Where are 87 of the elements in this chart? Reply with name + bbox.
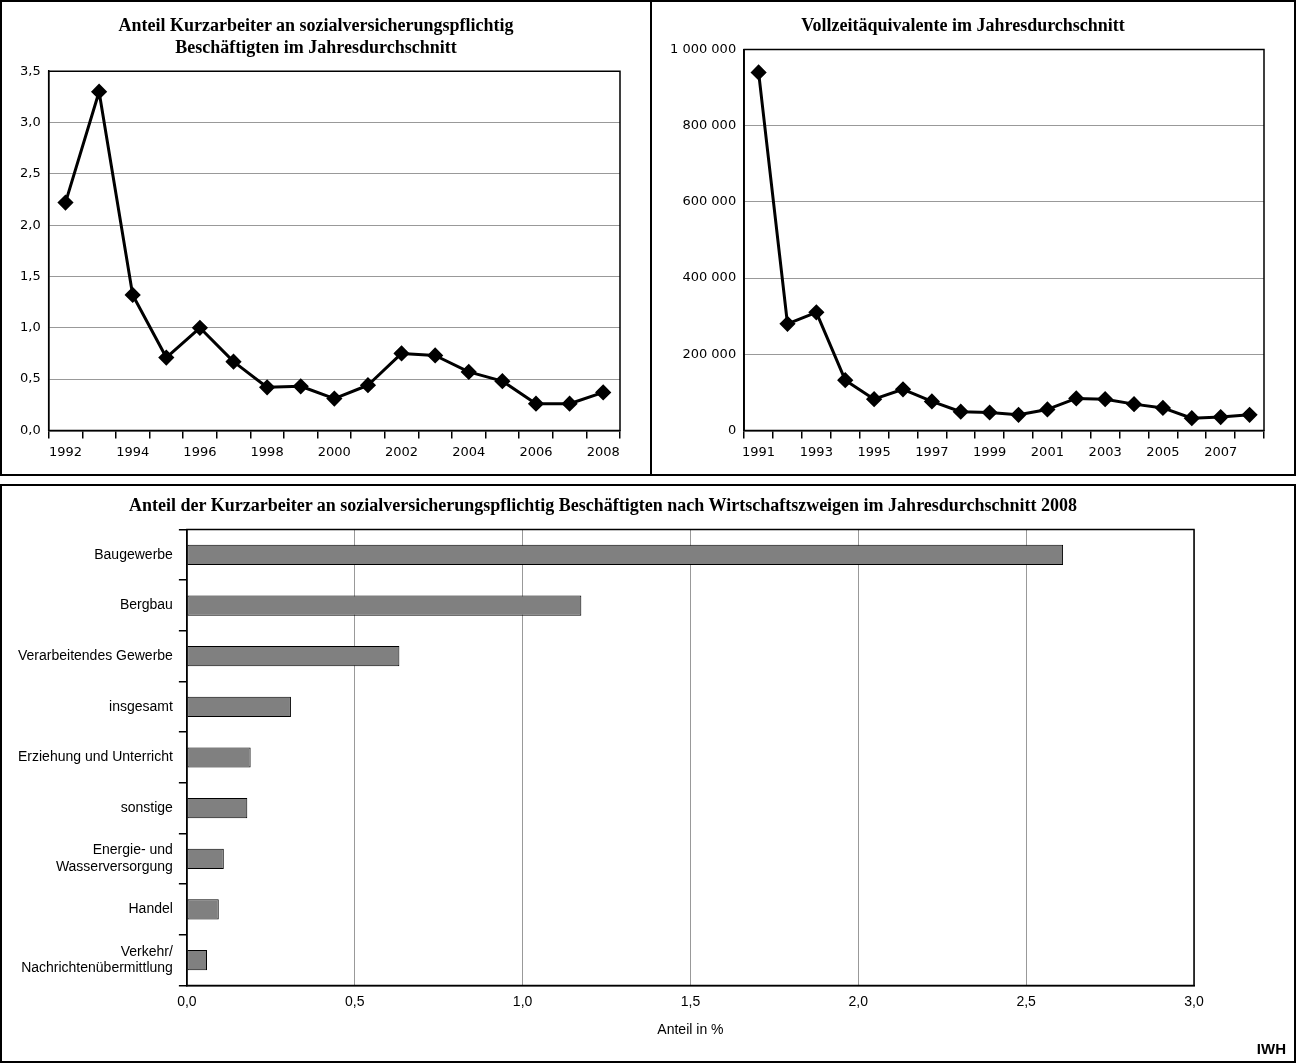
x-tick-label: 1992: [48, 443, 83, 459]
x-tick-label: 1993: [799, 443, 833, 459]
text: IWH: [1256, 1040, 1286, 1057]
point: [259, 379, 275, 395]
y-tick-label: 800 000: [682, 117, 737, 133]
y-tick-label: 2,5: [19, 165, 41, 181]
point: [461, 364, 477, 380]
point: [895, 381, 911, 397]
point: [808, 304, 824, 320]
point: [1039, 401, 1055, 417]
x-tick-label: 1998: [250, 443, 284, 459]
y-tick-label: 3,0: [19, 113, 41, 129]
point: [837, 372, 853, 388]
y-tick-label: 2,0: [19, 216, 41, 232]
point: [751, 64, 767, 80]
x-tick-label: 1999: [973, 443, 1007, 459]
y-tick-label: 1,5: [19, 267, 41, 283]
point: [1068, 390, 1084, 406]
chart-title: Vollzeitäquivalente im Jahresdurchschnitt: [801, 15, 1125, 36]
point: [427, 347, 443, 363]
point: [158, 350, 174, 366]
x-tick-label: 2005: [1146, 443, 1180, 459]
y-tick-label: Energie- und Wasserversorgung: [55, 841, 173, 875]
x-tick-label: 1995: [857, 443, 891, 459]
y-tick-label: 600 000: [682, 193, 737, 209]
point: [562, 396, 578, 412]
x-tick-label: 1991: [742, 443, 776, 459]
point: [528, 396, 544, 412]
x-tick-label: 2003: [1088, 443, 1122, 459]
point: [326, 391, 342, 407]
x-tick-label: 2002: [385, 443, 419, 459]
y-tick-label: 0: [727, 421, 737, 437]
y-tick-label: insgesamt: [109, 697, 173, 714]
x-tick-label: 2007: [1204, 443, 1238, 459]
y-tick-label: Verkehr/ Nachrichtenübermittlung: [21, 942, 173, 976]
x-tick-label: 2006: [519, 443, 553, 459]
y-tick-label: 1 000 000: [669, 40, 737, 56]
x-tick-label: 1997: [915, 443, 949, 459]
y-tick-label: Bergbau: [119, 596, 173, 613]
x-tick-label: 2,0: [848, 992, 869, 1009]
point: [1155, 400, 1171, 416]
y-tick-label: 200 000: [682, 345, 737, 361]
x-tick-label: 2,5: [1016, 992, 1037, 1009]
x-tick-label: 2004: [452, 443, 486, 459]
x-tick-label: 1,0: [512, 992, 533, 1009]
y-tick-label: Erziehung und Unterricht: [18, 748, 173, 765]
x-tick-label: 2008: [586, 443, 620, 459]
y-tick-label: 0,0: [19, 421, 41, 437]
y-tick-label: 0,5: [19, 370, 41, 386]
point: [394, 345, 410, 361]
point: [293, 378, 309, 394]
y-tick-label: Handel: [128, 900, 173, 917]
x-tick-label: 3,0: [1184, 992, 1204, 1009]
point: [1242, 407, 1258, 423]
point: [91, 84, 107, 100]
y-tick-label: 1,0: [19, 319, 41, 335]
point: [779, 316, 795, 332]
point: [953, 404, 969, 420]
y-tick-label: sonstige: [120, 799, 174, 815]
point: [1097, 391, 1113, 407]
x-tick-label: 2000: [317, 443, 351, 459]
point: [1213, 409, 1229, 425]
chart-title: Anteil Kurzarbeiter an sozialversicherungspflichtig Beschäftigten im Jahresdurchschnitt: [118, 15, 514, 58]
point: [1011, 407, 1027, 423]
point: [866, 391, 882, 407]
point: [1184, 410, 1200, 426]
x-tick-label: 0,0: [177, 992, 197, 1009]
x-tick-label: 1996: [183, 443, 217, 459]
x-axis-title: Anteil in %: [657, 1021, 724, 1038]
y-tick-label: Baugewerbe: [94, 545, 174, 562]
point: [226, 354, 242, 370]
point: [360, 377, 376, 393]
point: [125, 287, 141, 303]
point: [924, 393, 940, 409]
point: [1126, 396, 1142, 412]
y-tick-label: Verarbeitendes Gewerbe: [18, 647, 174, 664]
point: [595, 384, 611, 400]
point: [494, 373, 510, 389]
x-tick-label: 2001: [1030, 443, 1064, 459]
y-tick-label: 3,5: [19, 62, 41, 78]
x-tick-label: 0,5: [344, 992, 365, 1009]
y-tick-label: 400 000: [682, 269, 737, 285]
point: [982, 405, 998, 420]
x-tick-label: 1994: [116, 443, 150, 459]
point: [57, 195, 73, 211]
point: [192, 320, 208, 336]
chart-title: Anteil der Kurzarbeiter an sozialversicherungspflichtig Beschäftigten nach Wirtschaftszweigen im Jahresdurchschnitt 2008: [129, 495, 1077, 516]
